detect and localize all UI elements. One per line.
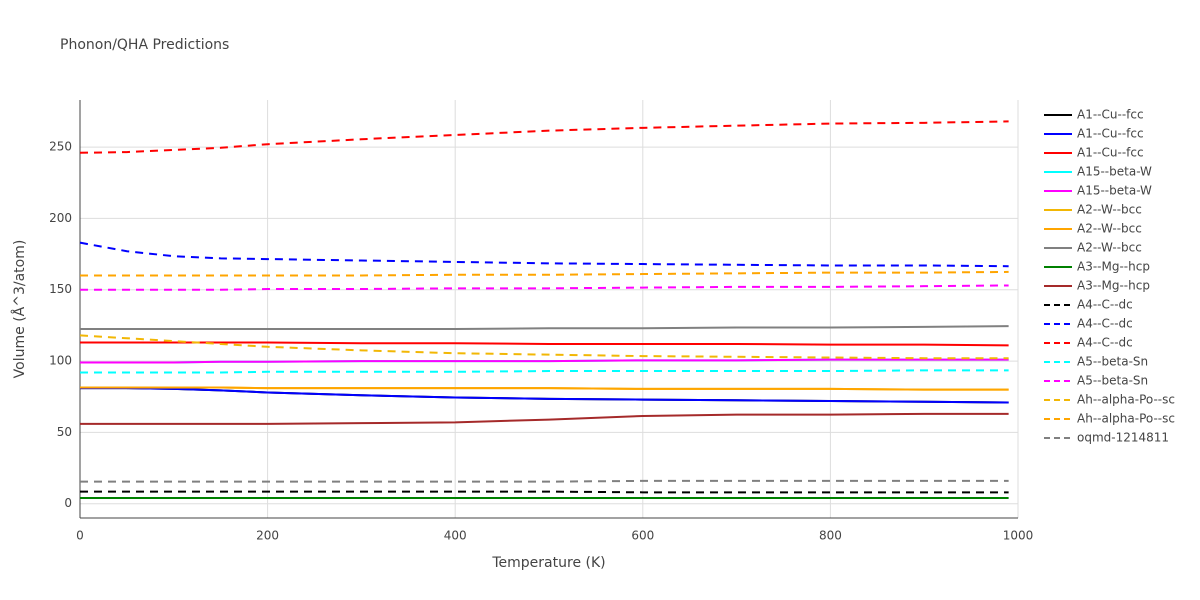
y-tick-label: 100 [49, 354, 72, 368]
legend-label: A1--Cu--fcc [1077, 108, 1144, 122]
series-line [79, 120, 1009, 154]
x-tick-label: 200 [256, 529, 279, 543]
legend-label: oqmd-1214811 [1077, 431, 1169, 445]
series-line [80, 341, 1009, 347]
legend-label: A5--beta-Sn [1077, 374, 1148, 388]
legend-label: A2--W--bcc [1077, 203, 1142, 217]
series-line [80, 284, 1009, 291]
legend-label: A3--Mg--hcp [1077, 260, 1150, 274]
y-tick-label: 150 [49, 282, 72, 296]
y-tick-label: 50 [57, 425, 72, 439]
x-tick-label: 800 [819, 529, 842, 543]
legend-label: A15--beta-W [1077, 184, 1152, 198]
series-line [80, 386, 1009, 391]
x-tick-label: 0 [76, 529, 84, 543]
legend-label: A5--beta-Sn [1077, 355, 1148, 369]
x-tick-label: 400 [444, 529, 467, 543]
legend-label: Ah--alpha-Po--sc [1077, 412, 1175, 426]
series-line [80, 490, 1009, 494]
y-tick-label: 250 [49, 140, 72, 154]
y-axis-title: Volume (Å^3/atom) [11, 240, 28, 379]
legend-label: A2--W--bcc [1077, 241, 1142, 255]
series-line [80, 387, 1009, 404]
series-line [80, 412, 1009, 425]
x-tick-label: 1000 [1003, 529, 1034, 543]
series-line [80, 358, 1009, 364]
y-tick-label: 200 [49, 211, 72, 225]
legend-label: A3--Mg--hcp [1077, 279, 1150, 293]
legend-label: A4--C--dc [1077, 298, 1133, 312]
series-line [80, 270, 1009, 277]
legend-label: A1--Cu--fcc [1077, 146, 1144, 160]
legend-label: A4--C--dc [1077, 317, 1133, 331]
series-line [79, 334, 1009, 360]
x-axis-title: Temperature (K) [491, 555, 605, 571]
x-tick-label: 600 [631, 529, 654, 543]
legend-label: Ah--alpha-Po--sc [1077, 393, 1175, 407]
series-line [80, 479, 1009, 483]
y-tick-label: 0 [64, 496, 72, 510]
series-line [79, 241, 1009, 268]
chart-title: Phonon/QHA Predictions [60, 37, 229, 53]
series-line [80, 325, 1009, 330]
series-line [80, 369, 1009, 374]
legend-label: A4--C--dc [1077, 336, 1133, 350]
legend-label: A2--W--bcc [1077, 222, 1142, 236]
legend-label: A1--Cu--fcc [1077, 127, 1144, 141]
legend-label: A15--beta-W [1077, 165, 1152, 179]
